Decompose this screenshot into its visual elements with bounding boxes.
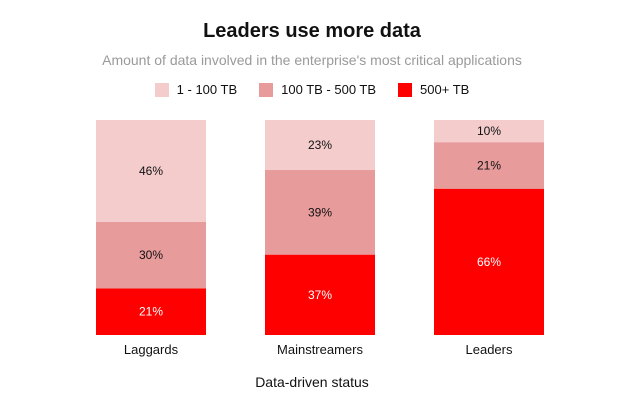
bar-segment <box>265 254 375 335</box>
legend-label: 500+ TB <box>420 82 470 97</box>
data-label: 37% <box>308 288 332 302</box>
data-label: 66% <box>477 255 501 269</box>
bar-segment <box>434 142 544 189</box>
legend-swatch <box>154 82 169 97</box>
legend-item: 500+ TB <box>398 82 469 97</box>
bar-segment <box>434 188 544 335</box>
legend-label: 100 TB - 500 TB <box>281 82 377 97</box>
chart-legend: 1 - 100 TB 100 TB - 500 TB 500+ TB <box>0 82 624 97</box>
bar-segment <box>96 288 206 335</box>
legend-item: 100 TB - 500 TB <box>259 82 376 97</box>
data-label: 21% <box>477 158 501 172</box>
data-label: 10% <box>477 124 501 138</box>
data-label: 21% <box>139 305 163 319</box>
legend-swatch <box>259 82 274 97</box>
x-tick-label: Leaders <box>466 342 513 357</box>
x-axis-label: Data-driven status <box>255 374 369 390</box>
bar-segment <box>265 120 375 170</box>
bar-segment <box>434 120 544 143</box>
x-tick-label: Laggards <box>124 342 179 357</box>
bar-segment <box>96 221 206 289</box>
legend-item: 1 - 100 TB <box>154 82 238 97</box>
data-label: 23% <box>308 138 332 152</box>
bar-segment <box>265 169 375 255</box>
legend-swatch <box>398 82 413 97</box>
chart-subtitle: Amount of data involved in the enterpris… <box>102 52 522 68</box>
chart-title: Leaders use more data <box>203 20 421 42</box>
data-label: 46% <box>139 164 163 178</box>
data-label: 30% <box>139 248 163 262</box>
data-label: 39% <box>308 205 332 219</box>
bar-segment <box>96 120 206 222</box>
x-tick-label: Mainstreamers <box>277 342 363 357</box>
legend-label: 1 - 100 TB <box>176 82 238 97</box>
